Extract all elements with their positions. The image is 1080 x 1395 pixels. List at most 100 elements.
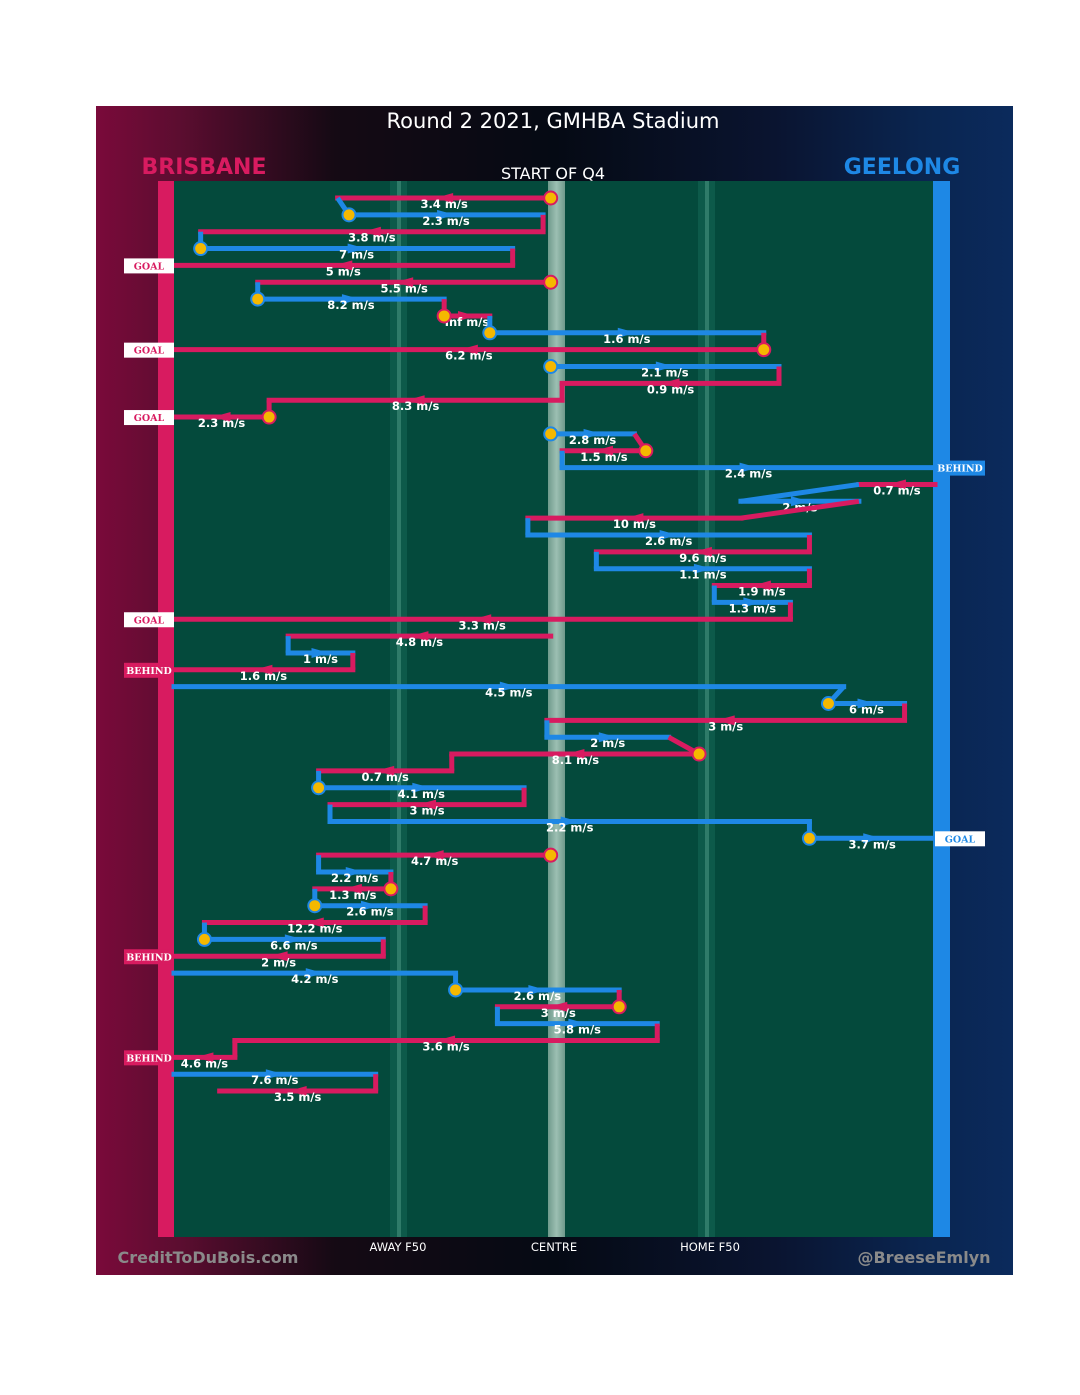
speed-label: 0.7 m/s [361,770,409,784]
speed-label: 1.3 m/s [729,601,777,615]
chain-arrow [305,917,324,928]
speed-label: 0.9 m/s [647,382,695,396]
chain-arrow [376,765,395,776]
speed-label: 10 m/s [613,517,656,531]
speed-label: 1.6 m/s [603,332,651,346]
stoppage-marker [638,443,654,459]
speed-label: 0.7 m/s [873,483,921,497]
stoppage-marker [383,881,399,897]
stoppage-marker [756,342,772,358]
speed-label: 1.1 m/s [679,568,727,582]
chain-arrow [437,209,456,220]
chain-arrow [655,361,674,372]
chain-arrow [459,344,478,355]
speed-label: 1.5 m/s [580,450,628,464]
stoppage-marker [436,308,452,324]
stoppage-marker [611,999,627,1015]
chain-arrow [598,732,617,743]
speed-label: 7.6 m/s [251,1073,299,1087]
chain-arrow [311,647,330,658]
speed-label: 6.2 m/s [445,349,493,363]
stoppage-marker [261,409,277,425]
stoppage-marker [543,190,559,206]
stoppage-marker [543,426,559,442]
speed-label: 2 m/s [261,955,296,969]
geelong-goal-line [933,181,950,1237]
speed-label: 7 m/s [339,248,374,262]
chain-arrow [473,614,492,625]
speed-label: 8.2 m/s [327,298,375,312]
stoppage-marker [341,207,357,223]
speed-label: 3.3 m/s [459,618,507,632]
outcome-label: BEHIND [937,464,983,475]
chain-arrow [716,715,735,726]
chain-arrow [345,867,364,877]
chain-arrow [425,850,444,861]
chain-arrow [334,260,353,271]
chain-arrow [560,816,579,827]
speed-label: 1.9 m/s [738,585,786,599]
chain-arrow [254,664,273,675]
chain-arrow [528,984,547,995]
chain-arrow [305,968,324,979]
speed-label: 5.5 m/s [380,281,428,295]
stoppage-marker [691,746,707,762]
speed-label: 4.8 m/s [396,635,444,649]
outcome-label: GOAL [945,834,976,845]
chains-layer: 3.4 m/s 2.3 m/s 3.8 m/s 7 m/s 5 m/s GOAL 5.5 m… [124,190,985,1104]
stoppage-marker [543,274,559,290]
chain-arrow [410,631,429,642]
outcome-tag [124,612,174,628]
outcome-tag [124,410,174,426]
stoppage-marker [196,931,212,947]
outcome-tag [124,1050,174,1066]
outcome-label: GOAL [134,413,165,424]
speed-label: 2.3 m/s [198,416,246,430]
stoppage-marker [543,359,559,374]
speed-label: 8.1 m/s [552,753,600,767]
speed-label: 2.6 m/s [346,905,394,919]
speed-label: 2.3 m/s [422,214,470,228]
chain-arrow [857,698,876,709]
speed-label: 1.6 m/s [240,669,288,683]
speed-label: 6 m/s [849,703,884,717]
outcome-label: GOAL [134,346,165,357]
stoppage-marker [482,325,498,341]
chain-arrow [288,1086,307,1097]
speed-label: 5 m/s [326,264,361,278]
chain-arrow [360,900,379,911]
chain-arrow [499,681,518,692]
chain-arrow [739,462,758,473]
speed-label: 3 m/s [410,804,445,818]
chain-arrow [790,496,809,507]
chain-connector [740,498,860,521]
speed-label: 3 m/s [541,1006,576,1020]
speed-label: 2.2 m/s [331,871,379,885]
speed-label: 3.5 m/s [274,1090,322,1104]
chain-arrow [568,1018,587,1029]
speed-label: 3.6 m/s [422,1040,470,1054]
chain-arrow [347,243,366,254]
speed-label: 4.5 m/s [485,686,533,700]
stoppage-marker [193,241,209,257]
speed-label: 4.2 m/s [291,972,339,986]
quarter-label: START OF Q4 [501,164,605,183]
outcome-label: BEHIND [126,952,172,963]
speed-label: 4.7 m/s [411,854,459,868]
chain-arrow [284,934,303,945]
chain-arrow [265,1069,284,1080]
home-team-label: BRISBANE [142,155,267,180]
speed-label: 6.6 m/s [270,938,318,952]
stoppage-marker [448,982,464,998]
outcome-label: GOAL [134,261,165,272]
speed-label: 8.3 m/s [392,399,440,413]
speed-label: 1.3 m/s [329,888,377,902]
chain-connector [740,481,860,504]
speed-label: 5.8 m/s [554,1023,602,1037]
speed-label: 2.4 m/s [725,467,773,481]
x-label-centre: CENTRE [531,1240,577,1254]
chain-arrow [406,395,425,406]
chain-arrow [661,378,680,389]
chain-arrow [693,563,712,574]
speed-label: 2.1 m/s [641,366,689,380]
